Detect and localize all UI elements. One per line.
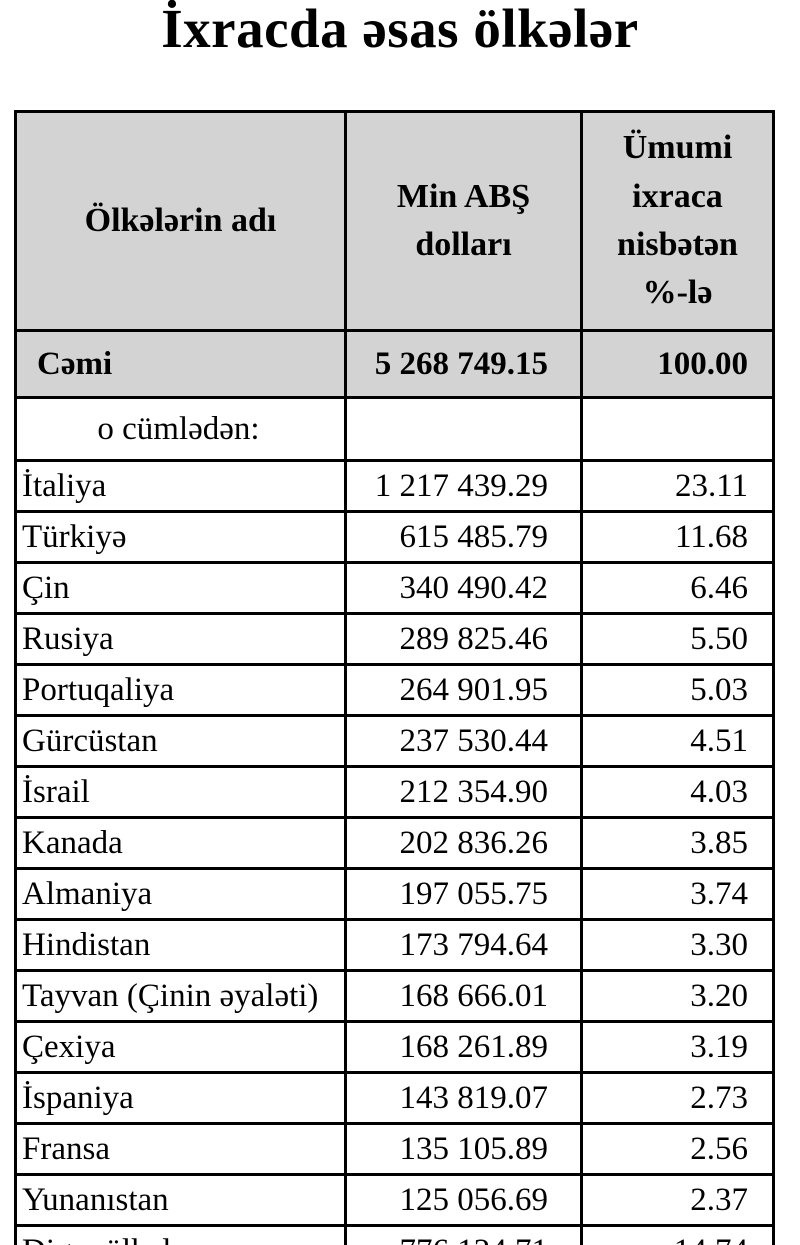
table-row: İsrail 212 354.90 4.03 [14,765,775,819]
table-row: Kanada 202 836.26 3.85 [14,816,775,870]
value-cell: 212 354.90 [344,765,583,819]
table-row: Fransa 135 105.89 2.56 [14,1122,775,1176]
percent-cell: 23.11 [580,459,775,513]
country-cell: İtaliya [14,459,347,513]
value-cell: 168 261.89 [344,1020,583,1074]
value-cell: 173 794.64 [344,918,583,972]
value-cell: 197 055.75 [344,867,583,921]
country-cell: Fransa [14,1122,347,1176]
value-cell: 1 217 439.29 [344,459,583,513]
value-cell: 125 056.69 [344,1173,583,1227]
percent-cell: 4.51 [580,714,775,768]
country-cell: Yunanıstan [14,1173,347,1227]
table-row: Türkiyə 615 485.79 11.68 [14,510,775,564]
value-cell: 340 490.42 [344,561,583,615]
table-row: Yunanıstan 125 056.69 2.37 [14,1173,775,1227]
total-percent: 100.00 [580,329,775,399]
column-header-country: Ölkələrin adı [14,110,347,332]
subheader-empty-value [344,396,583,462]
total-row: Cəmi 5 268 749.15 100.00 [14,329,775,399]
percent-cell: 14.74 [580,1224,775,1245]
table-row: İtaliya 1 217 439.29 23.11 [14,459,775,513]
percent-cell: 3.30 [580,918,775,972]
table-row: Çexiya 168 261.89 3.19 [14,1020,775,1074]
page-title: İxracda əsas ölkələr [161,0,639,59]
value-cell: 135 105.89 [344,1122,583,1176]
percent-cell: 11.68 [580,510,775,564]
column-header-percent: Ümumi ixraca nisbətən %-lə [580,110,775,332]
value-cell: 143 819.07 [344,1071,583,1125]
total-label: Cəmi [14,329,347,399]
country-cell: Türkiyə [14,510,347,564]
percent-cell: 3.19 [580,1020,775,1074]
subheader-empty-percent [580,396,775,462]
percent-cell: 4.03 [580,765,775,819]
table-row: Rusiya 289 825.46 5.50 [14,612,775,666]
table-row: Almaniya 197 055.75 3.74 [14,867,775,921]
country-cell: Hindistan [14,918,347,972]
value-cell: 237 530.44 [344,714,583,768]
percent-cell: 5.03 [580,663,775,717]
subheader-row: o cümlədən: [14,396,775,462]
country-cell: Almaniya [14,867,347,921]
column-header-value: Min ABŞ dolları [344,110,583,332]
total-value: 5 268 749.15 [344,329,583,399]
table-row: Çin 340 490.42 6.46 [14,561,775,615]
percent-cell: 2.56 [580,1122,775,1176]
value-cell: 168 666.01 [344,969,583,1023]
table-row: Tayvan (Çinin əyaləti) 168 666.01 3.20 [14,969,775,1023]
table-row: Digər ölkələr 776 124.71 14.74 [14,1224,775,1245]
percent-cell: 3.74 [580,867,775,921]
country-cell: Çin [14,561,347,615]
subheader-label: o cümlədən: [14,396,347,462]
country-cell: Portuqaliya [14,663,347,717]
country-cell: Çexiya [14,1020,347,1074]
country-cell: Tayvan (Çinin əyaləti) [14,969,347,1023]
table-body: Cəmi 5 268 749.15 100.00 o cümlədən: İta… [14,329,775,1245]
country-cell: Rusiya [14,612,347,666]
table-row: İspaniya 143 819.07 2.73 [14,1071,775,1125]
percent-cell: 3.20 [580,969,775,1023]
country-cell: İsrail [14,765,347,819]
percent-cell: 6.46 [580,561,775,615]
value-cell: 615 485.79 [344,510,583,564]
exports-table: Ölkələrin adı Min ABŞ dolları Ümumi ixra… [14,110,775,1245]
percent-cell: 5.50 [580,612,775,666]
table-header: Ölkələrin adı Min ABŞ dolları Ümumi ixra… [14,110,775,332]
value-cell: 202 836.26 [344,816,583,870]
table-row: Hindistan 173 794.64 3.30 [14,918,775,972]
table-row: Portuqaliya 264 901.95 5.03 [14,663,775,717]
percent-cell: 2.37 [580,1173,775,1227]
percent-cell: 3.85 [580,816,775,870]
value-cell: 264 901.95 [344,663,583,717]
table-row: Gürcüstan 237 530.44 4.51 [14,714,775,768]
country-cell: Kanada [14,816,347,870]
country-cell: Gürcüstan [14,714,347,768]
percent-cell: 2.73 [580,1071,775,1125]
country-cell: Digər ölkələr [14,1224,347,1245]
header-row: Ölkələrin adı Min ABŞ dolları Ümumi ixra… [14,110,775,332]
value-cell: 776 124.71 [344,1224,583,1245]
value-cell: 289 825.46 [344,612,583,666]
country-cell: İspaniya [14,1071,347,1125]
